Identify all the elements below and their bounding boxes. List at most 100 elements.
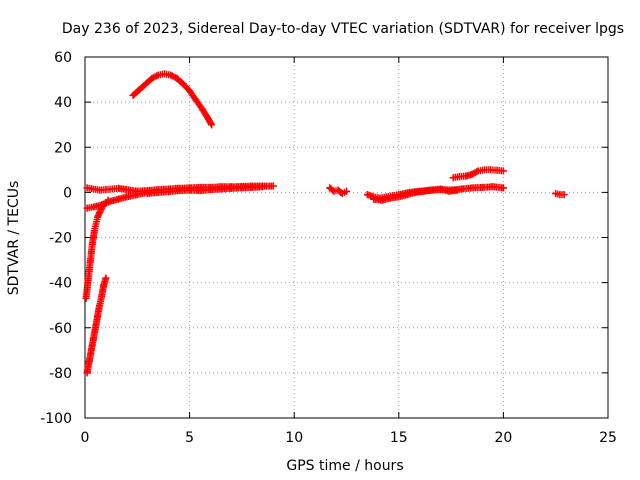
data-point: [217, 185, 225, 193]
data-point: [87, 249, 95, 257]
data-point: [175, 187, 183, 195]
x-axis-label: GPS time / hours: [286, 458, 403, 474]
data-point: [173, 74, 181, 82]
data-point: [487, 166, 495, 174]
data-point: [90, 227, 98, 235]
series-arc-15h: [370, 185, 461, 204]
y-tick-label: 0: [63, 185, 72, 201]
data-point: [386, 194, 394, 202]
data-point: [89, 335, 97, 343]
series-arc-22h: [552, 190, 568, 199]
data-point: [227, 184, 235, 192]
data-point: [129, 91, 137, 99]
data-point: [86, 258, 94, 266]
axis-ticks: [84, 56, 609, 419]
data-point: [88, 240, 96, 248]
x-tick-label: 20: [494, 430, 512, 446]
data-point: [259, 183, 267, 191]
data-point: [403, 191, 411, 199]
x-tick-labels: 0 5 10 15 20 25: [81, 430, 617, 446]
data-point: [108, 185, 116, 193]
data-point: [238, 184, 246, 192]
data-point: [96, 186, 104, 194]
data-point: [428, 186, 436, 194]
data-point: [186, 186, 194, 194]
series-arc-12h: [326, 184, 350, 198]
data-point: [493, 166, 501, 174]
x-tick-label: 0: [81, 430, 90, 446]
grid-lines: [85, 57, 608, 418]
series-markers: [129, 70, 216, 129]
data-point: [83, 204, 91, 212]
data-point: [378, 196, 386, 204]
data-point: [560, 191, 568, 199]
data-point: [89, 234, 97, 241]
data-point: [96, 301, 104, 309]
data-point: [96, 209, 104, 217]
data-point: [83, 369, 91, 377]
data-point: [204, 115, 212, 123]
data-point: [94, 312, 102, 320]
x-tick-label: 5: [185, 430, 194, 446]
data-point: [449, 174, 457, 182]
data-point: [370, 195, 378, 203]
data-point: [133, 187, 141, 195]
x-tick-label: 15: [390, 430, 408, 446]
data-point: [363, 191, 371, 199]
data-point: [474, 167, 482, 175]
data-point: [100, 281, 108, 289]
y-tick-label: -20: [49, 231, 72, 247]
series-arc-near-zero-2: [144, 183, 267, 198]
x-tick-label: 10: [285, 430, 303, 446]
data-point: [208, 121, 216, 129]
data-point: [198, 105, 206, 113]
data-point: [455, 173, 463, 181]
data-point: [248, 183, 256, 191]
data-point: [269, 182, 277, 190]
data-point: [330, 187, 338, 195]
data-point: [154, 188, 162, 196]
data-point: [338, 190, 346, 198]
data-point: [91, 324, 99, 332]
data-point: [85, 358, 93, 366]
data-point: [83, 184, 91, 192]
data-point: [481, 166, 489, 174]
chart-title: Day 236 of 2023, Sidereal Day-to-day VTE…: [62, 21, 624, 37]
data-point: [85, 267, 93, 275]
data-point: [468, 170, 476, 178]
data-point: [478, 183, 486, 191]
data-point: [453, 186, 461, 194]
data-point: [82, 294, 90, 302]
data-point: [102, 274, 110, 282]
data-point: [93, 218, 101, 226]
y-tick-label: -40: [49, 276, 72, 292]
data-point: [94, 213, 102, 221]
series-arc-steep-a: [82, 196, 112, 302]
data-point: [462, 172, 470, 180]
data-point: [142, 80, 150, 88]
data-point: [499, 184, 507, 192]
data-point: [165, 188, 173, 196]
x-tick-label: 25: [599, 430, 617, 446]
data-point: [167, 71, 175, 79]
series-arc-high: [129, 70, 216, 129]
data-point: [144, 190, 152, 198]
data-point: [83, 285, 91, 293]
data-point: [114, 195, 122, 203]
data-point: [499, 167, 507, 175]
data-point: [458, 185, 466, 193]
y-tick-label: -80: [49, 366, 72, 382]
y-tick-label: -60: [49, 321, 72, 337]
data-point: [179, 80, 187, 88]
data-point: [192, 96, 200, 104]
data-series: [82, 70, 568, 377]
data-point: [196, 187, 204, 195]
data-point: [114, 184, 122, 192]
data-point: [420, 187, 428, 195]
y-tick-label: 40: [54, 95, 72, 111]
y-tick-label: 20: [54, 140, 72, 156]
data-point: [334, 186, 342, 194]
data-point: [102, 186, 110, 194]
y-axis-label: SDTVAR / TECUs: [6, 181, 22, 296]
